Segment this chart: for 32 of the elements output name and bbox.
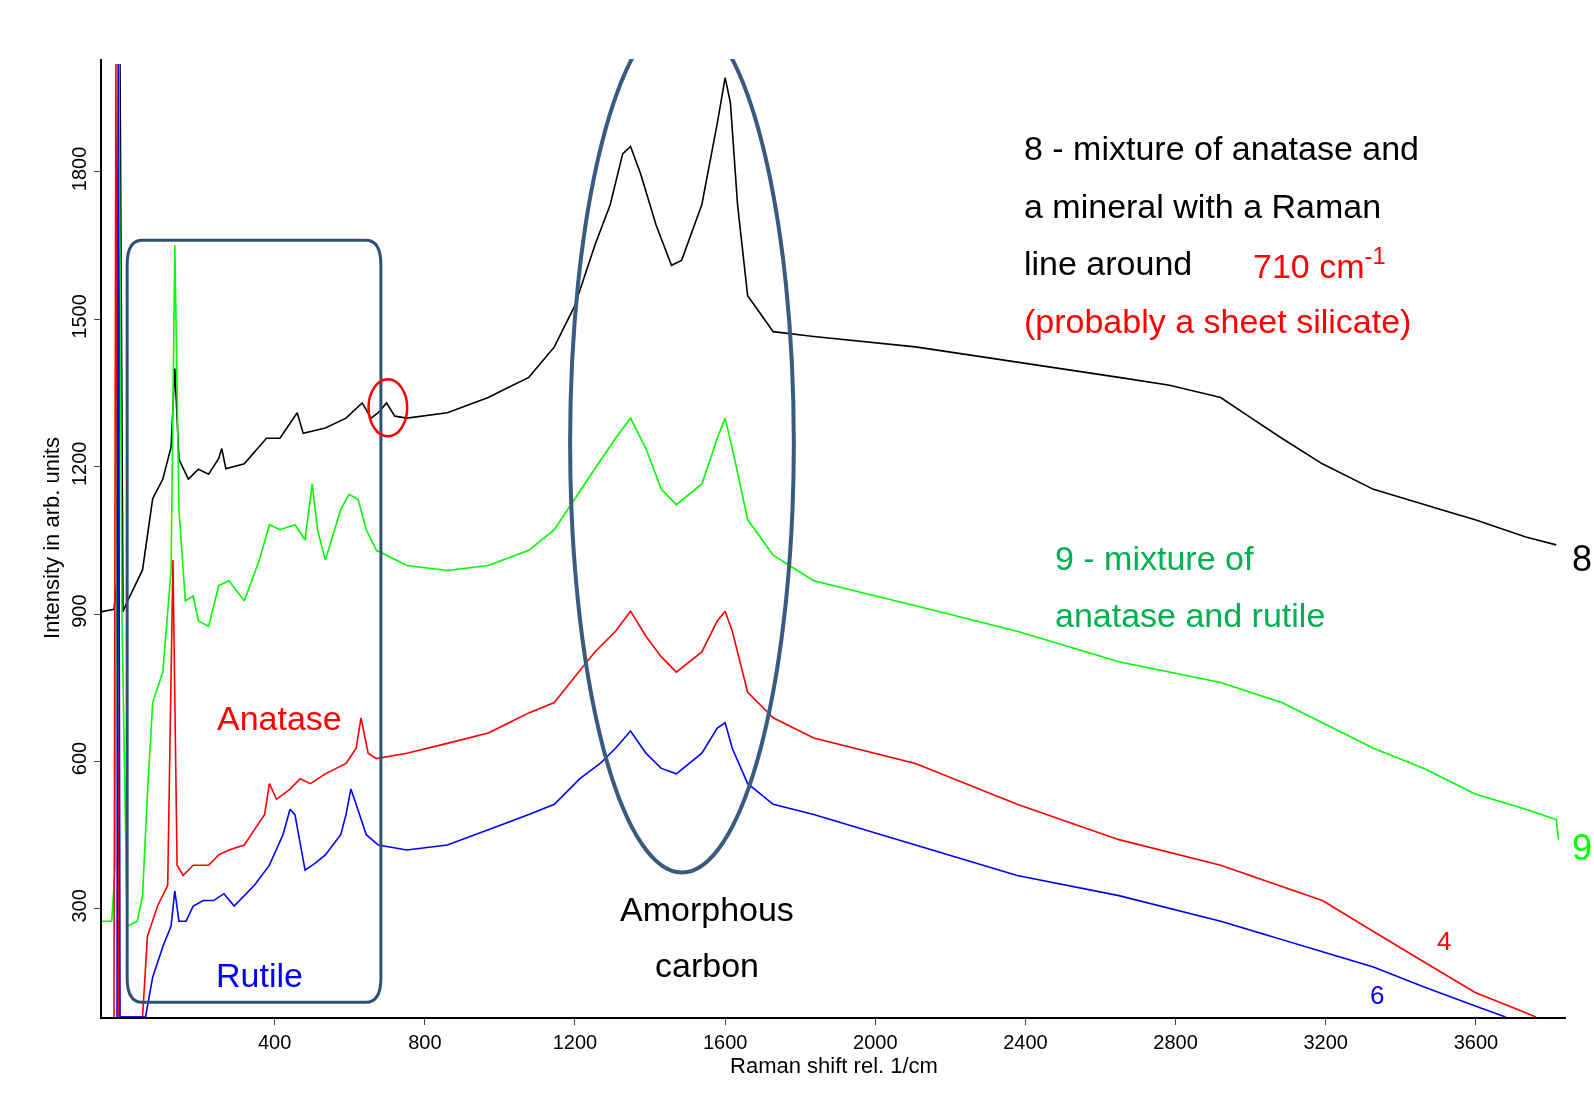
x-tick-label: 2000 [853, 1031, 898, 1053]
y-tick-label: 1200 [68, 441, 90, 487]
x-tick-label: 2400 [1003, 1031, 1048, 1053]
x-tick-label: 1600 [702, 1031, 748, 1053]
y-axis-title: Intensity in arb. units [39, 437, 65, 639]
annotation: carbon [655, 946, 759, 984]
x-tick-label: 2800 [1153, 1031, 1198, 1053]
y-tick-label: 1800 [68, 146, 90, 192]
annotation: Rutile [216, 956, 303, 994]
x-tick-label: 400 [257, 1031, 292, 1053]
x-tick-label: 3600 [1453, 1031, 1499, 1053]
annotation: Amorphous [620, 890, 794, 928]
series-label: 4 [1437, 926, 1452, 956]
annotation: Anatase [217, 699, 342, 737]
annotation: a mineral with a Raman [1024, 187, 1382, 225]
x-tick-label: 800 [408, 1031, 442, 1053]
series-label: 6 [1370, 980, 1385, 1010]
y-tick-label: 300 [68, 889, 90, 923]
x-tick-label: 1200 [552, 1031, 598, 1053]
y-tick-label: 600 [68, 741, 90, 776]
series-label: 8 [1572, 538, 1593, 579]
annotation: line around [1024, 244, 1193, 282]
annotation: 9 - mixture of [1055, 539, 1254, 577]
y-tick-label: 1500 [68, 294, 90, 339]
x-tick-label: 3200 [1303, 1031, 1348, 1053]
y-tick-label: 900 [68, 594, 90, 628]
series-label: 9 [1572, 827, 1593, 868]
annotation: 8 - mixture of anatase and [1024, 129, 1420, 167]
annotation: anatase and rutile [1055, 596, 1326, 634]
annotation: (probably a sheet silicate) [1024, 302, 1412, 340]
x-axis-title: Raman shift rel. 1/cm [730, 1053, 938, 1078]
annotation: 710 cm$^{-1}$ [1253, 242, 1386, 286]
